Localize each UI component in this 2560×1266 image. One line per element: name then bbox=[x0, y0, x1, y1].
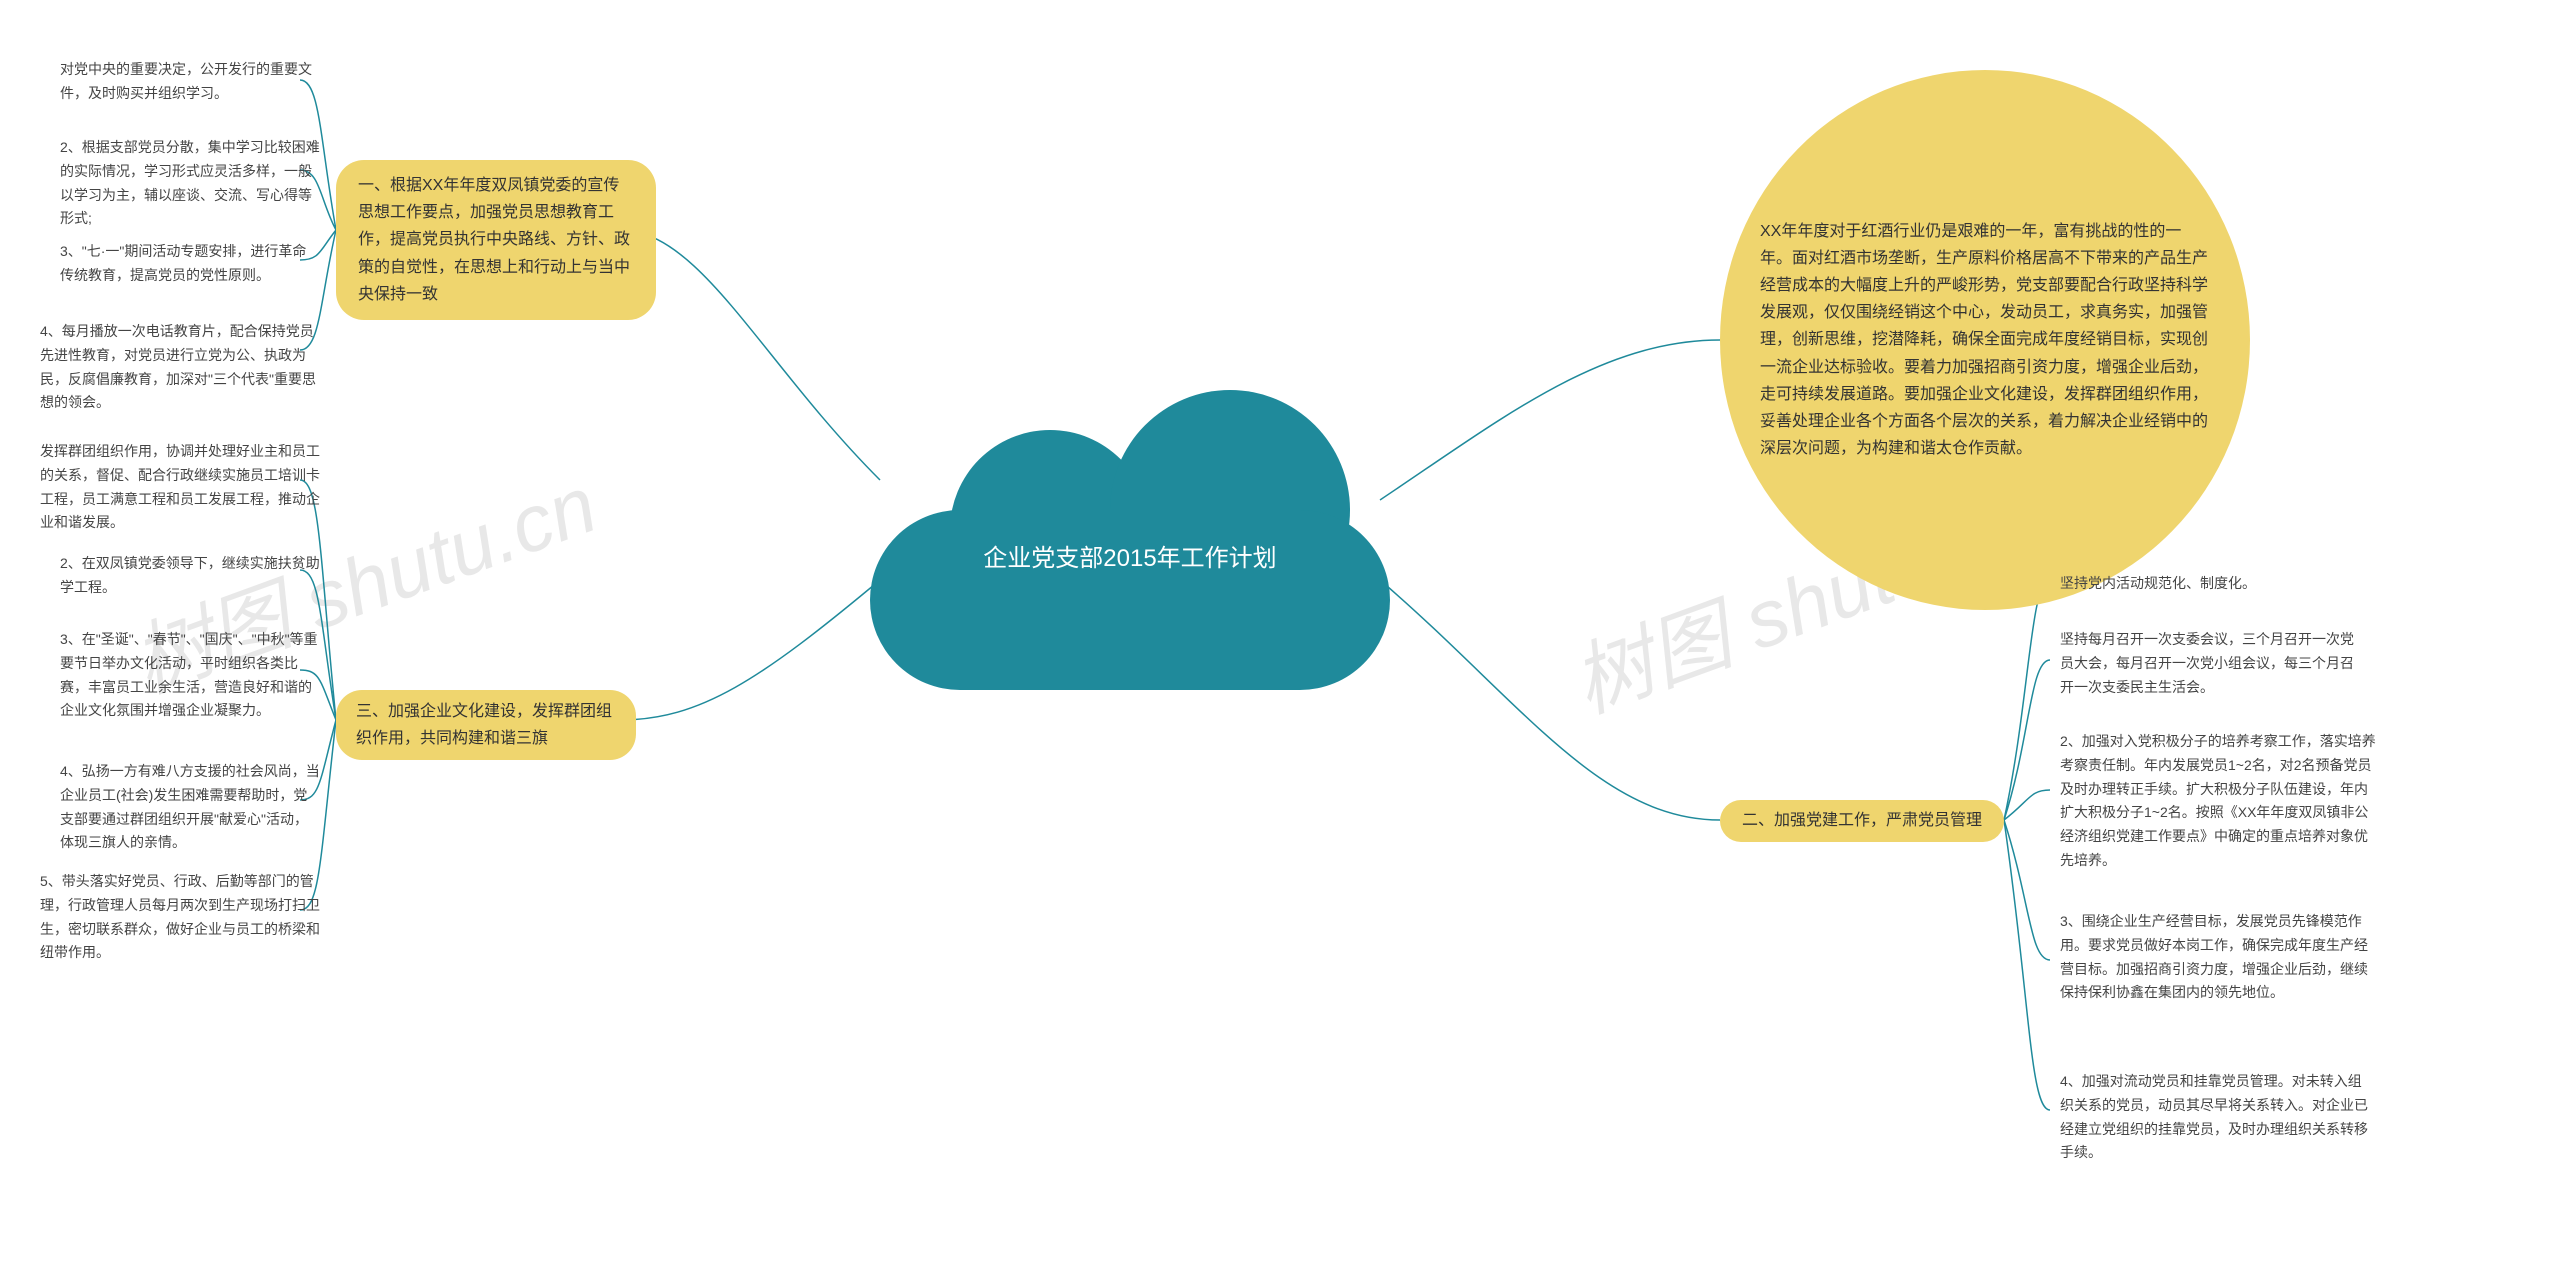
section2-text: 二、加强党建工作，严肃党员管理 bbox=[1742, 807, 1982, 834]
section1-text: 一、根据XX年年度双凤镇党委的宣传思想工作要点，加强党员思想教育工作，提高党员执… bbox=[358, 172, 634, 308]
section1-bubble: 一、根据XX年年度双凤镇党委的宣传思想工作要点，加强党员思想教育工作，提高党员执… bbox=[336, 160, 656, 320]
section3-bubble: 三、加强企业文化建设，发挥群团组织作用，共同构建和谐三旗 bbox=[336, 690, 636, 760]
leaf-s3-4: 4、弘扬一方有难八方支援的社会风尚，当企业员工(社会)发生困难需要帮助时，党支部… bbox=[60, 760, 320, 855]
section3-text: 三、加强企业文化建设，发挥群团组织作用，共同构建和谐三旗 bbox=[356, 698, 616, 752]
leaf-s1-4: 4、每月播放一次电话教育片，配合保持党员先进性教育，对党员进行立党为公、执政为民… bbox=[40, 320, 320, 415]
section2-bubble: 二、加强党建工作，严肃党员管理 bbox=[1720, 800, 2004, 842]
leaf-s2-1: 坚持每月召开一次支委会议，三个月召开一次党员大会，每月召开一次党小组会议，每三个… bbox=[2060, 628, 2360, 699]
root-cloud: 企业党支部2015年工作计划 bbox=[870, 390, 1390, 690]
leaf-s2-2: 2、加强对入党积极分子的培养考察工作，落实培养考察责任制。年内发展党员1~2名，… bbox=[2060, 730, 2380, 873]
leaf-s1-1: 对党中央的重要决定，公开发行的重要文件，及时购买并组织学习。 bbox=[60, 58, 320, 106]
leaf-s2-4: 4、加强对流动党员和挂靠党员管理。对未转入组织关系的党员，动员其尽早将关系转入。… bbox=[2060, 1070, 2370, 1165]
leaf-s1-2: 2、根据支部党员分散，集中学习比较困难的实际情况，学习形式应灵活多样，一般以学习… bbox=[60, 136, 320, 231]
leaf-s3-2: 2、在双凤镇党委领导下，继续实施扶贫助学工程。 bbox=[60, 552, 320, 600]
leaf-s2-3: 3、围绕企业生产经营目标，发展党员先锋模范作用。要求党员做好本岗工作，确保完成年… bbox=[2060, 910, 2370, 1005]
leaf-s3-3: 3、在"圣诞"、"春节"、"国庆"、"中秋"等重要节日举办文化活动，平时组织各类… bbox=[60, 628, 320, 723]
intro-bubble: XX年年度对于红酒行业仍是艰难的一年，富有挑战的性的一年。面对红酒市场垄断，生产… bbox=[1720, 70, 2250, 610]
leaf-s3-5: 5、带头落实好党员、行政、后勤等部门的管理，行政管理人员每月两次到生产现场打扫卫… bbox=[40, 870, 320, 965]
intro-text: XX年年度对于红酒行业仍是艰难的一年，富有挑战的性的一年。面对红酒市场垄断，生产… bbox=[1760, 218, 2210, 463]
leaf-s3-1: 发挥群团组织作用，协调并处理好业主和员工的关系，督促、配合行政继续实施员工培训卡… bbox=[40, 440, 320, 535]
root-title: 企业党支部2015年工作计划 bbox=[870, 540, 1390, 578]
leaf-s2-0: 坚持党内活动规范化、制度化。 bbox=[2060, 572, 2340, 596]
leaf-s1-3: 3、"七·一"期间活动专题安排，进行革命传统教育，提高党员的党性原则。 bbox=[60, 240, 320, 288]
